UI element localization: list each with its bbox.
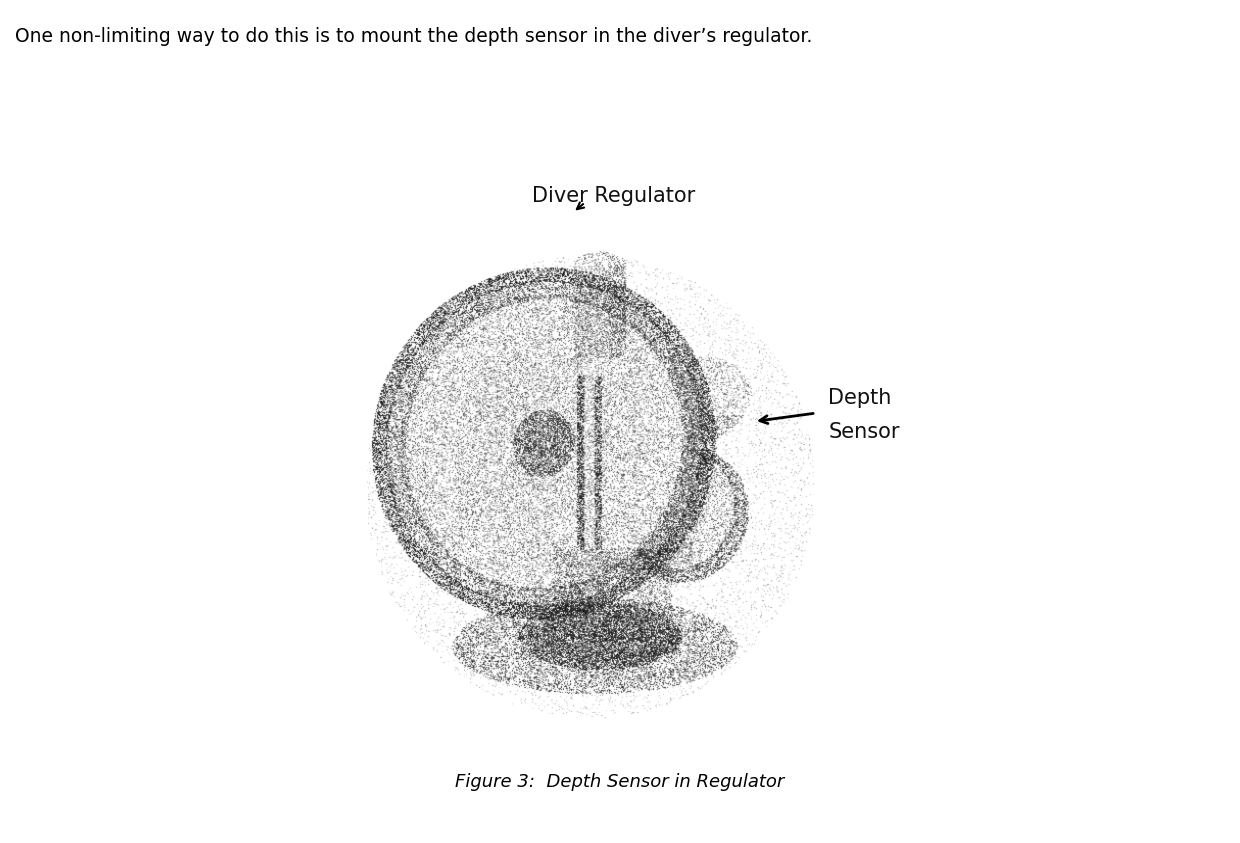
Text: Diver Regulator: Diver Regulator	[532, 185, 696, 206]
Text: Sensor: Sensor	[828, 422, 900, 443]
Text: Depth: Depth	[828, 388, 892, 408]
Text: One non-limiting way to do this is to mount the depth sensor in the diver’s regu: One non-limiting way to do this is to mo…	[15, 27, 812, 46]
Text: Figure 3:  Depth Sensor in Regulator: Figure 3: Depth Sensor in Regulator	[455, 773, 785, 792]
